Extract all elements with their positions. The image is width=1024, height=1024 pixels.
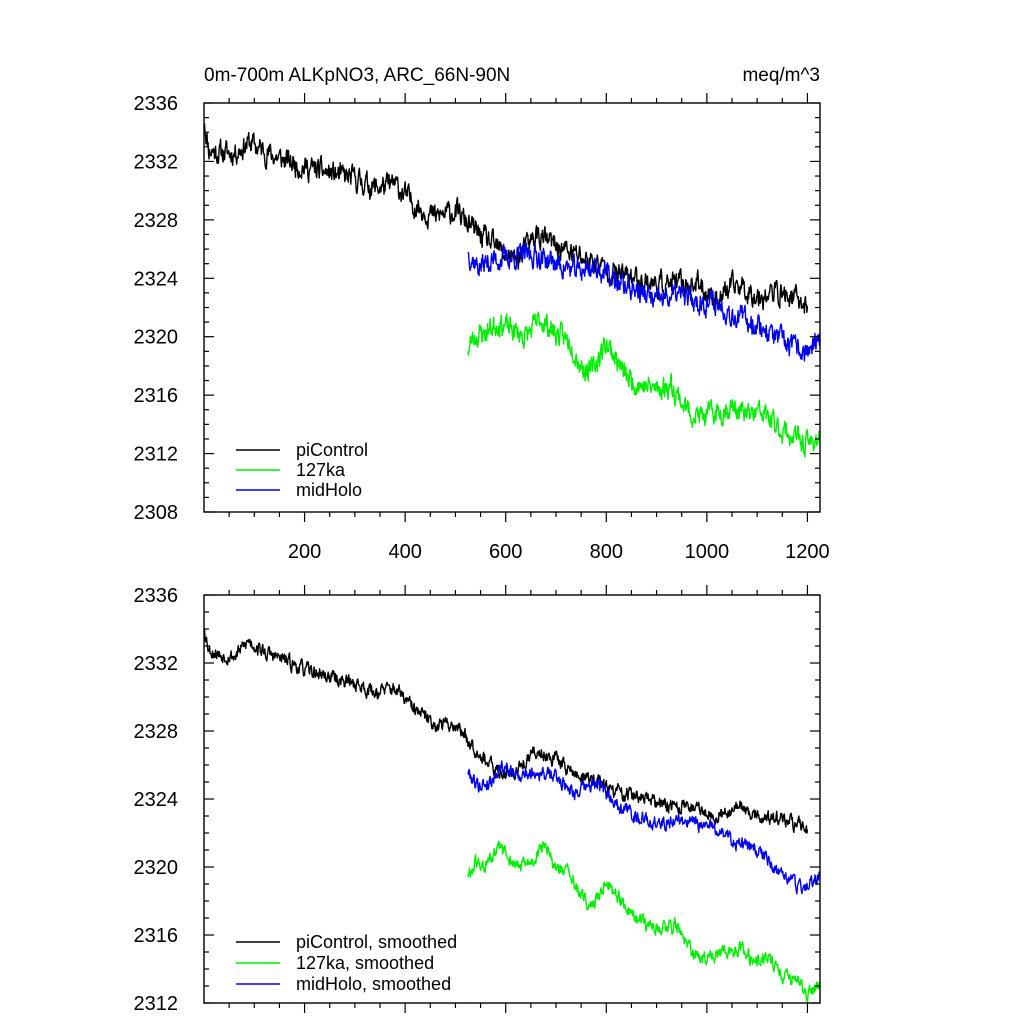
plot-frame <box>203 594 821 1004</box>
y-tick-label: 2336 <box>134 93 179 115</box>
series-line-127ka <box>467 311 821 458</box>
y-tick-label: 2316 <box>134 385 179 407</box>
x-tick-label: 200 <box>288 541 321 563</box>
y-tick-label: 2324 <box>134 789 179 811</box>
x-tick-label: 1200 <box>785 541 830 563</box>
x-tick-label: 600 <box>489 541 522 563</box>
legend-label: 127ka, smoothed <box>296 953 434 973</box>
y-tick-label: 2328 <box>134 210 179 232</box>
y-tick-label: 2320 <box>134 857 179 879</box>
plot-frame <box>203 102 821 513</box>
units-label: meq/m^3 <box>742 65 820 86</box>
y-tick-label: 2312 <box>134 993 179 1015</box>
legend-label: piControl <box>296 440 368 460</box>
bottom-panel: 2312 2316 2320 2324 2328 2332 2336 piControl, … <box>134 585 821 1015</box>
y-tick-label: 2336 <box>134 585 179 607</box>
legend-label: midHolo <box>296 480 362 500</box>
chart-title: 0m-700m ALKpNO3, ARC_66N-90N <box>204 65 510 86</box>
legend-label: piControl, smoothed <box>296 932 457 952</box>
series-line-picontrol-smoothed <box>203 628 809 834</box>
legend-label: 127ka <box>296 460 346 480</box>
y-tick-label: 2332 <box>134 653 179 675</box>
series-line-picontrol <box>203 123 809 314</box>
y-tick-label: 2308 <box>134 502 179 524</box>
y-tick-label: 2312 <box>134 444 179 466</box>
x-tick-label: 400 <box>388 541 421 563</box>
y-tick-label: 2324 <box>134 268 179 290</box>
y-tick-label: 2320 <box>134 327 179 349</box>
series-line-midholo <box>467 241 821 362</box>
series-line-midholo-smoothed <box>467 760 821 895</box>
legend-label: midHolo, smoothed <box>296 974 451 994</box>
y-tick-label: 2316 <box>134 925 179 947</box>
y-tick-label: 2328 <box>134 721 179 743</box>
x-tick-label: 1000 <box>685 541 730 563</box>
y-tick-label: 2332 <box>134 151 179 173</box>
x-tick-label: 800 <box>590 541 623 563</box>
series-line-127ka-smoothed <box>467 840 821 1005</box>
top-panel: 0m-700m ALKpNO3, ARC_66N-90N meq/m^3 230… <box>134 65 830 563</box>
